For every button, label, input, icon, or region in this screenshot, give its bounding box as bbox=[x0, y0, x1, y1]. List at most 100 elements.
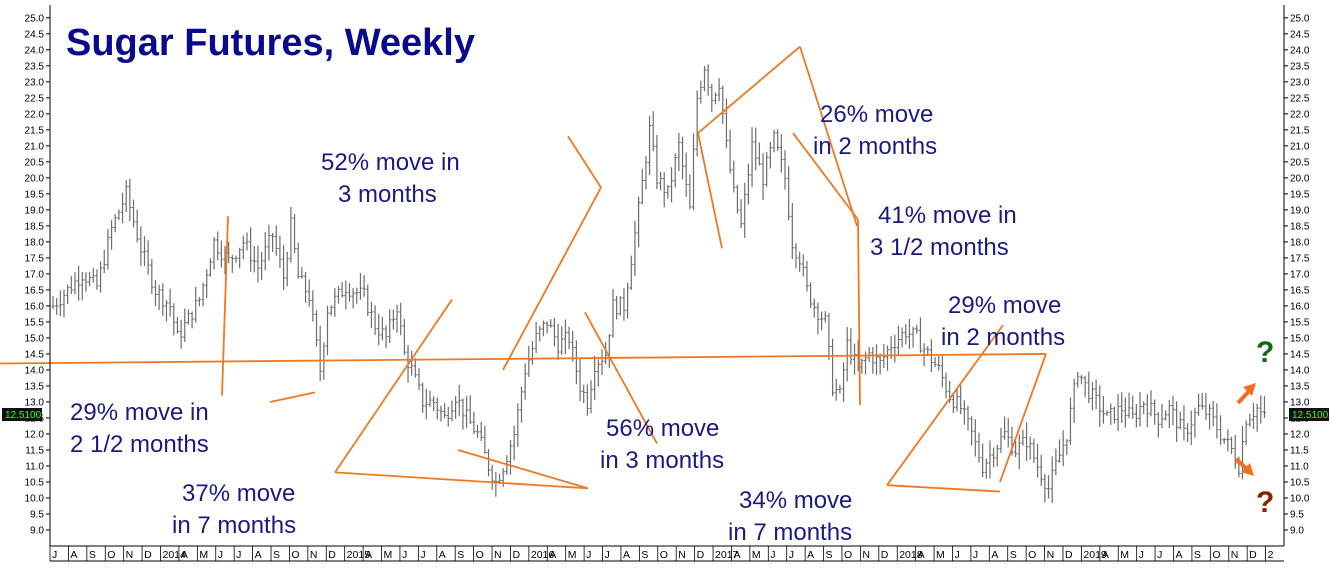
annotation-line: 37% move bbox=[182, 480, 295, 507]
down-question-mark: ? bbox=[1256, 486, 1274, 519]
trend-line bbox=[334, 471, 589, 490]
trend-line bbox=[857, 219, 861, 406]
annotation-line: 29% move bbox=[948, 292, 1061, 319]
y-tick-label-right: 18.0 bbox=[1290, 237, 1310, 248]
y-tick-label-left: 14.0 bbox=[25, 365, 45, 376]
y-tick-label-left: 9.0 bbox=[30, 525, 44, 536]
annotation-line: in 2 months bbox=[941, 324, 1065, 351]
x-tick-label: J bbox=[1139, 549, 1144, 561]
up-question-mark: ? bbox=[1256, 336, 1274, 369]
y-tick-label-right: 23.0 bbox=[1290, 77, 1310, 88]
x-tick-label: N bbox=[310, 549, 318, 561]
y-tick-label-left: 18.0 bbox=[25, 237, 45, 248]
y-axis-right: 9.09.510.010.511.011.512.012.513.013.514… bbox=[1284, 13, 1310, 536]
x-tick-label: A bbox=[623, 549, 630, 561]
x-tick-label: M bbox=[384, 549, 393, 561]
y-tick-label-left: 22.5 bbox=[25, 93, 45, 104]
y-tick-label-right: 10.0 bbox=[1290, 493, 1310, 504]
x-tick-label: 2017 bbox=[715, 549, 739, 561]
y-tick-label-left: 23.5 bbox=[25, 61, 45, 72]
x-tick-label: S bbox=[1194, 549, 1201, 561]
y-tick-label-right: 9.0 bbox=[1290, 525, 1304, 536]
trend-line bbox=[697, 45, 801, 134]
y-tick-label-right: 19.0 bbox=[1290, 205, 1310, 216]
trend-line bbox=[269, 391, 316, 403]
y-tick-label-left: 14.5 bbox=[25, 349, 45, 360]
x-tick-label: 2016 bbox=[531, 549, 555, 561]
x-tick-label: D bbox=[144, 549, 152, 561]
x-tick-label: 2018 bbox=[899, 549, 923, 561]
annotation-line: in 7 months bbox=[172, 512, 296, 539]
x-tick-label: O bbox=[1028, 549, 1036, 561]
x-tick-label: D bbox=[697, 549, 705, 561]
x-tick-label: 2019 bbox=[1083, 549, 1107, 561]
x-tick-label: D bbox=[512, 549, 520, 561]
y-tick-label-left: 16.5 bbox=[25, 285, 45, 296]
x-tick-label: M bbox=[199, 549, 208, 561]
y-tick-label-right: 14.0 bbox=[1290, 365, 1310, 376]
x-tick-label: J bbox=[605, 549, 610, 561]
x-tick-label: O bbox=[291, 549, 299, 561]
x-tick-label: J bbox=[789, 549, 794, 561]
y-tick-label-left: 21.5 bbox=[25, 125, 45, 136]
last-price-box bbox=[2, 408, 42, 421]
y-tick-label-left: 19.0 bbox=[25, 205, 45, 216]
x-tick-label: N bbox=[494, 549, 502, 561]
y-tick-label-right: 11.5 bbox=[1290, 445, 1309, 456]
last-price-box-right bbox=[1289, 408, 1329, 421]
y-tick-label-right: 13.5 bbox=[1290, 381, 1310, 392]
x-tick-label: A bbox=[807, 549, 814, 561]
down-arrow-icon bbox=[1241, 463, 1254, 476]
trend-line bbox=[886, 324, 1004, 486]
x-tick-label: S bbox=[826, 549, 833, 561]
trend-line bbox=[697, 132, 723, 249]
x-tick-label: S bbox=[89, 549, 96, 561]
y-tick-label-right: 13.0 bbox=[1290, 397, 1310, 408]
y-tick-label-right: 20.0 bbox=[1290, 173, 1310, 184]
y-tick-label-right: 10.5 bbox=[1290, 477, 1310, 488]
y-tick-label-left: 10.5 bbox=[25, 477, 45, 488]
x-tick-label: J bbox=[420, 549, 425, 561]
y-tick-label-right: 9.5 bbox=[1290, 509, 1304, 520]
last-price-value-right: 12.5100 bbox=[1292, 410, 1329, 421]
x-tick-label: S bbox=[641, 549, 648, 561]
x-tick-label: A bbox=[70, 549, 77, 561]
x-tick-label: J bbox=[973, 549, 978, 561]
y-tick-label-left: 20.0 bbox=[25, 173, 45, 184]
x-tick-label: D bbox=[1065, 549, 1073, 561]
y-tick-label-right: 14.5 bbox=[1290, 349, 1310, 360]
last-price-value: 12.5100 bbox=[5, 410, 42, 421]
y-tick-label-right: 21.5 bbox=[1290, 125, 1310, 136]
x-tick-label: O bbox=[107, 549, 115, 561]
trend-line bbox=[799, 46, 858, 227]
y-tick-label-right: 22.0 bbox=[1290, 109, 1310, 120]
price-bars bbox=[51, 64, 1267, 504]
trend-line bbox=[0, 353, 1047, 365]
y-tick-label-left: 24.0 bbox=[25, 45, 45, 56]
last-price-label: 12.5100 12.5100 bbox=[2, 408, 1329, 421]
up-arrow-icon bbox=[1243, 383, 1256, 396]
x-tick-label: J bbox=[218, 549, 223, 561]
x-tick-label: M bbox=[752, 549, 761, 561]
annotation-line: 2 1/2 months bbox=[70, 431, 209, 458]
x-tick-label: N bbox=[1047, 549, 1055, 561]
x-tick-label: A bbox=[918, 549, 925, 561]
y-tick-label-right: 21.0 bbox=[1290, 141, 1310, 152]
trend-line bbox=[502, 187, 602, 371]
trend-line bbox=[457, 449, 589, 490]
y-tick-label-right: 20.5 bbox=[1290, 157, 1310, 168]
y-tick-label-left: 19.5 bbox=[25, 189, 45, 200]
y-tick-label-left: 15.5 bbox=[25, 317, 45, 328]
x-tick-label: N bbox=[678, 549, 686, 561]
y-tick-label-right: 17.0 bbox=[1290, 269, 1310, 280]
x-tick-label: 2014 bbox=[163, 549, 187, 561]
x-tick-label: S bbox=[1010, 549, 1017, 561]
trend-line bbox=[886, 484, 1001, 493]
annotation-line: 52% move in bbox=[321, 149, 460, 176]
x-tick-label: D bbox=[881, 549, 889, 561]
x-tick-label: J bbox=[236, 549, 241, 561]
trend-lines bbox=[0, 45, 1047, 493]
y-tick-label-right: 24.0 bbox=[1290, 45, 1310, 56]
y-tick-label-left: 17.5 bbox=[25, 253, 45, 264]
